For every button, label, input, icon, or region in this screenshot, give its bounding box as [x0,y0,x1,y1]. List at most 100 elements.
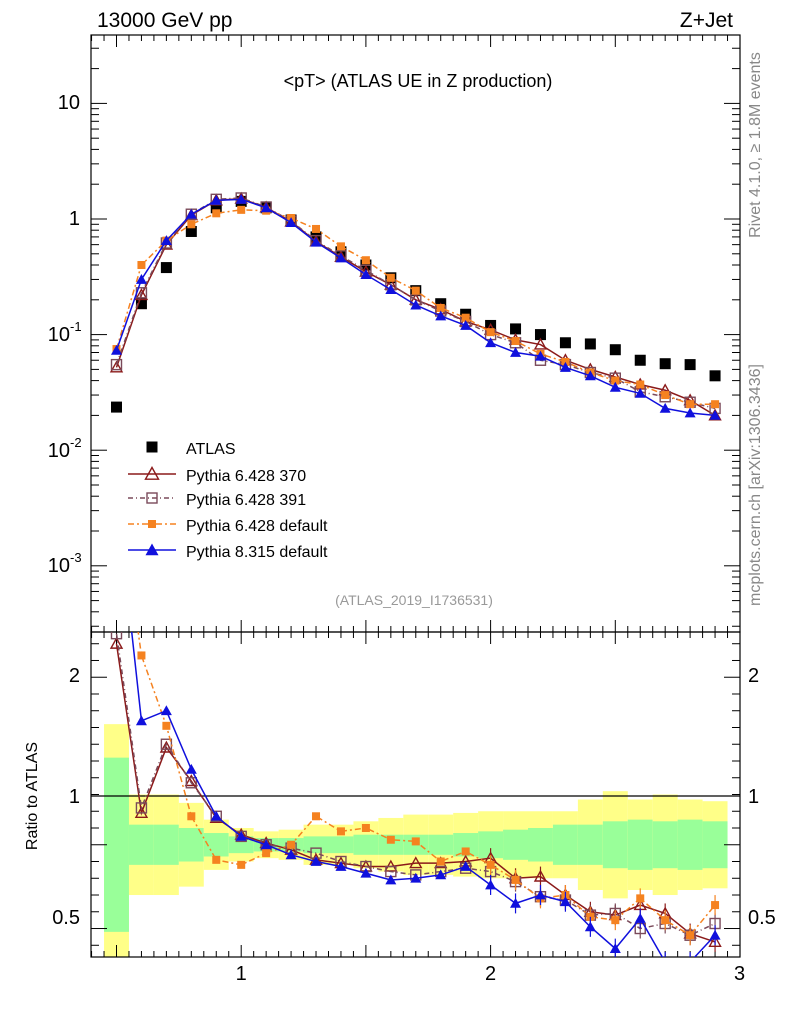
data-point [385,284,397,295]
y-tick-label-exponent: -2 [70,435,82,450]
data-point [160,262,172,274]
ratio-band-green [104,757,129,932]
y-tick-label-exponent: -1 [70,319,82,334]
ratio-point [262,849,271,858]
ratio-point [609,943,621,954]
ratio-point [235,830,247,841]
data-point [609,344,621,356]
data-point [135,273,147,284]
data-point [411,286,420,295]
ratio-point [511,875,520,884]
ratio-band-green [203,833,229,857]
ratio-point [586,912,595,921]
ratio-point [460,861,472,871]
ratio-point [661,916,670,925]
ratio-series-1 [109,636,722,952]
ratio-band-green [577,824,603,865]
data-point [709,370,721,382]
data-point [109,360,124,373]
data-point [111,401,122,413]
data-point [110,358,123,371]
ratio-point [409,856,423,869]
ratio-point [664,956,666,957]
y-tick-label: 10 [48,555,70,577]
ratio-point [237,860,246,869]
ratio-point [634,912,646,923]
ratio-point [510,897,522,908]
ratio-point [287,840,296,849]
data-point [486,328,495,337]
data-point [160,235,172,246]
data-point [609,381,621,392]
ratio-point [184,774,199,787]
legend-marker [146,441,158,453]
legend-label-pythia8-default: Pythia 8.315 default [186,544,328,561]
data-point [559,337,571,349]
ratio-point [385,874,397,885]
ratio-band-green [428,834,454,855]
ratio-point [336,827,345,836]
data-point [235,193,247,204]
x-tick-label: 2 [485,963,496,985]
data-point [436,303,445,312]
header-left-label: 13000 GeV pp [97,9,232,32]
ratio-point [686,931,695,940]
main-panel-frame [90,34,741,633]
ratio-band-green [602,821,628,869]
ratio-band-green [353,834,379,855]
ratio-point [113,472,121,480]
ratio-point [636,894,645,903]
ratio-point [486,860,495,869]
ratio-point [386,835,395,844]
ratio-y-tick-label-right: 0.5 [748,907,776,929]
ratio-point [436,857,445,866]
ratio-band-green [153,824,179,865]
ratio-point [709,929,721,940]
data-point [534,350,546,361]
ratio-band-green [652,821,678,869]
data-point [485,337,497,348]
x-tick-label: 1 [236,963,247,985]
ratio-point [461,847,470,856]
ratio-point [185,777,198,789]
ratio-y-tick-label: 2 [69,665,80,687]
data-point [285,217,297,228]
ratio-point [435,869,447,880]
ratio-point [310,856,322,866]
ratio-band-green [503,829,529,860]
data-point [310,236,322,247]
data-point [360,269,372,280]
ratio-panel-frame [90,631,741,958]
ratio-point [135,715,147,726]
ratio-uncertainty-bands [104,724,728,957]
data-point [511,337,520,346]
ratio-point [159,740,174,753]
ratio-point [360,867,372,878]
data-point [684,359,696,371]
ratio-series-3 [113,472,720,946]
legend-marker [145,543,159,556]
ratio-point [533,869,548,882]
ratio-point [584,921,596,932]
data-point [661,391,670,400]
y-tick-label-exponent: -3 [70,550,82,565]
ratio-point [185,763,197,774]
data-point [533,337,548,350]
data-point [260,202,272,213]
data-point [187,220,196,229]
legend-marker [144,466,160,480]
x-tick-label: 3 [734,963,745,985]
data-point [386,273,395,282]
ratio-point [109,636,124,649]
data-point [137,261,146,270]
data-series [109,191,722,957]
data-point [634,354,646,366]
ratio-point [485,879,497,890]
ratio-band-green [228,836,254,854]
y-tick-label: 10 [48,324,70,346]
legend: ATLAS Pythia 6.428 370 Pythia 6.428 391 … [128,441,328,561]
y-tick-label: 1 [69,208,80,230]
data-point [634,387,646,398]
ratio-band-green [328,836,354,854]
ratio-band-green [178,828,204,862]
